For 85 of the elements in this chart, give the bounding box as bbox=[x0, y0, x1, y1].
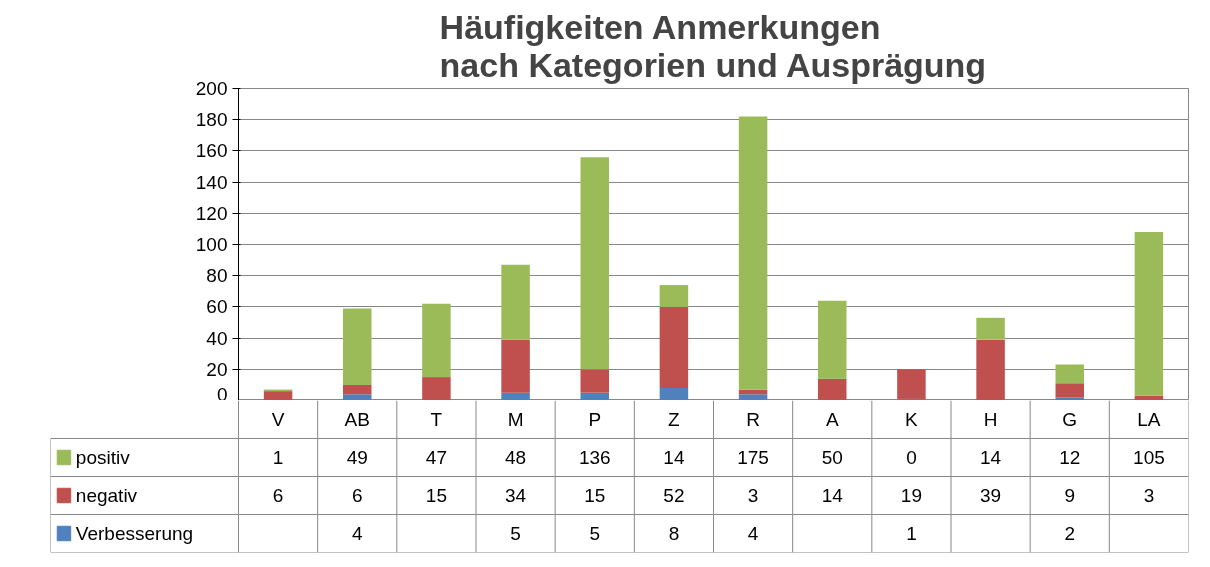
y-tick-label: 100 bbox=[195, 234, 228, 255]
y-tick-label: 120 bbox=[195, 202, 228, 224]
data-label: 14 bbox=[980, 447, 1002, 468]
x-tick-label: LA bbox=[1137, 409, 1161, 430]
y-tick-label: 200 bbox=[195, 78, 228, 99]
bar bbox=[1134, 395, 1164, 400]
data-label: 1 bbox=[272, 447, 284, 468]
bar bbox=[818, 300, 847, 379]
y-tick-label: 20 bbox=[206, 358, 228, 380]
legend-label: negativ bbox=[75, 485, 138, 506]
x-tick-label: M bbox=[507, 409, 524, 430]
data-label: 34 bbox=[505, 485, 527, 506]
data-label: 48 bbox=[505, 447, 527, 468]
data-label: 175 bbox=[737, 447, 769, 468]
data-label: 0 bbox=[906, 447, 917, 468]
y-tick-label: 180 bbox=[195, 109, 228, 131]
x-tick-label: R bbox=[746, 409, 760, 430]
bar bbox=[1055, 383, 1084, 398]
bar bbox=[738, 116, 768, 390]
data-label: 8 bbox=[668, 523, 680, 544]
y-tick-label: 80 bbox=[206, 265, 228, 287]
bar bbox=[580, 369, 609, 393]
y-tick-label: 0 bbox=[216, 383, 228, 405]
data-label: 14 bbox=[821, 485, 844, 506]
chart-title: Häufigkeiten Anmerkungen nach Kategorien und Ausprägung bbox=[439, 7, 987, 84]
data-label: 52 bbox=[663, 485, 685, 506]
bar bbox=[343, 394, 372, 400]
data-label: 15 bbox=[584, 485, 606, 506]
x-tick-label: A bbox=[825, 409, 839, 430]
bar bbox=[501, 264, 530, 340]
bar bbox=[897, 369, 926, 399]
data-label: 2 bbox=[1064, 523, 1076, 544]
data-label: 50 bbox=[821, 447, 843, 468]
bar bbox=[501, 392, 530, 400]
legend-label: Verbesserung bbox=[75, 523, 194, 544]
bar bbox=[818, 378, 847, 400]
bar bbox=[263, 391, 293, 400]
bar bbox=[580, 157, 609, 370]
bar bbox=[659, 306, 689, 389]
x-tick-label: AB bbox=[344, 409, 370, 430]
data-label: 5 bbox=[510, 523, 521, 544]
x-tick-label: P bbox=[588, 409, 602, 430]
data-label: 14 bbox=[663, 447, 685, 468]
y-tick-label: 60 bbox=[206, 296, 228, 318]
data-label: 47 bbox=[425, 447, 447, 468]
bar bbox=[1134, 232, 1164, 396]
data-label: 6 bbox=[272, 485, 284, 506]
data-label: 15 bbox=[425, 485, 447, 506]
legend-label: positiv bbox=[75, 447, 131, 468]
bar bbox=[343, 384, 372, 395]
data-label: 49 bbox=[346, 447, 368, 468]
data-label: 1 bbox=[906, 523, 917, 544]
bar bbox=[343, 308, 372, 385]
bar bbox=[580, 392, 609, 400]
data-label: 3 bbox=[747, 485, 759, 506]
bar bbox=[1055, 364, 1084, 384]
bar bbox=[659, 285, 689, 307]
x-tick-label: T bbox=[430, 409, 443, 430]
bar bbox=[976, 317, 1005, 340]
bar bbox=[738, 394, 768, 400]
bar bbox=[1055, 397, 1084, 400]
data-label: 136 bbox=[578, 447, 611, 468]
x-tick-label: H bbox=[983, 409, 998, 430]
y-tick-label: 140 bbox=[195, 171, 228, 193]
y-tick-label: 40 bbox=[206, 327, 228, 349]
data-label: 6 bbox=[351, 485, 363, 506]
bar bbox=[422, 303, 451, 378]
bar bbox=[422, 377, 451, 400]
bar bbox=[976, 339, 1005, 400]
x-tick-label: K bbox=[905, 409, 919, 430]
data-label: 12 bbox=[1059, 447, 1081, 468]
y-tick-label: 160 bbox=[195, 140, 228, 162]
data-label: 105 bbox=[1133, 447, 1165, 468]
data-label: 19 bbox=[900, 485, 922, 506]
x-tick-label: G bbox=[1062, 409, 1078, 430]
data-label: 3 bbox=[1143, 485, 1155, 506]
data-label: 4 bbox=[747, 523, 759, 544]
data-label: 5 bbox=[589, 523, 601, 544]
data-label: 9 bbox=[1064, 485, 1076, 506]
x-tick-label: V bbox=[271, 409, 285, 430]
data-label: 4 bbox=[351, 523, 363, 544]
bar bbox=[501, 339, 530, 393]
data-label: 39 bbox=[980, 485, 1002, 506]
bar bbox=[659, 388, 689, 400]
x-tick-label: Z bbox=[668, 409, 681, 430]
